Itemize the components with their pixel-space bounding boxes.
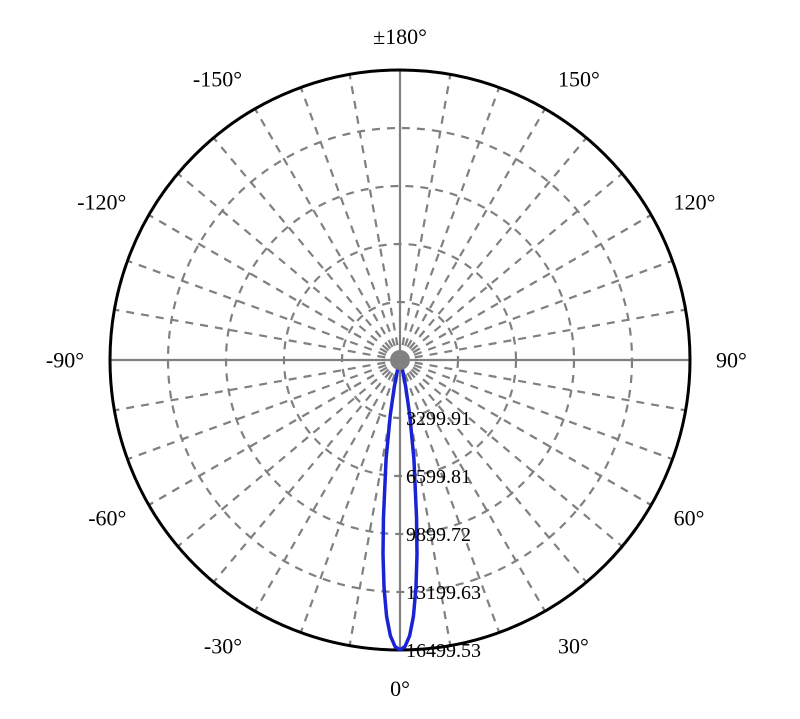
angle-label: ±180° (373, 24, 427, 49)
angle-label: -90° (46, 348, 84, 373)
angle-label: 150° (558, 66, 600, 91)
radial-tick-labels: 3299.91 6599.81 9899.72 13199.63 16499.53 (406, 408, 481, 662)
angle-label: 90° (716, 348, 747, 373)
angle-label: -120° (77, 190, 126, 215)
angle-label: 60° (674, 506, 705, 531)
angle-label: 120° (674, 190, 716, 215)
angle-label: -60° (88, 506, 126, 531)
angle-label: 30° (558, 633, 589, 658)
center-dot (390, 350, 410, 370)
radial-tick-label: 9899.72 (406, 524, 471, 546)
radial-tick-label: 3299.91 (406, 408, 471, 430)
radial-tick-label: 16499.53 (406, 640, 481, 662)
radial-tick-label: 13199.63 (406, 582, 481, 604)
angle-label: 0° (390, 676, 410, 701)
angle-label: -150° (193, 66, 242, 91)
angle-label: -30° (204, 633, 242, 658)
radial-tick-label: 6599.81 (406, 466, 471, 488)
polar-chart: 3299.91 6599.81 9899.72 13199.63 16499.53 0°… (0, 0, 800, 719)
